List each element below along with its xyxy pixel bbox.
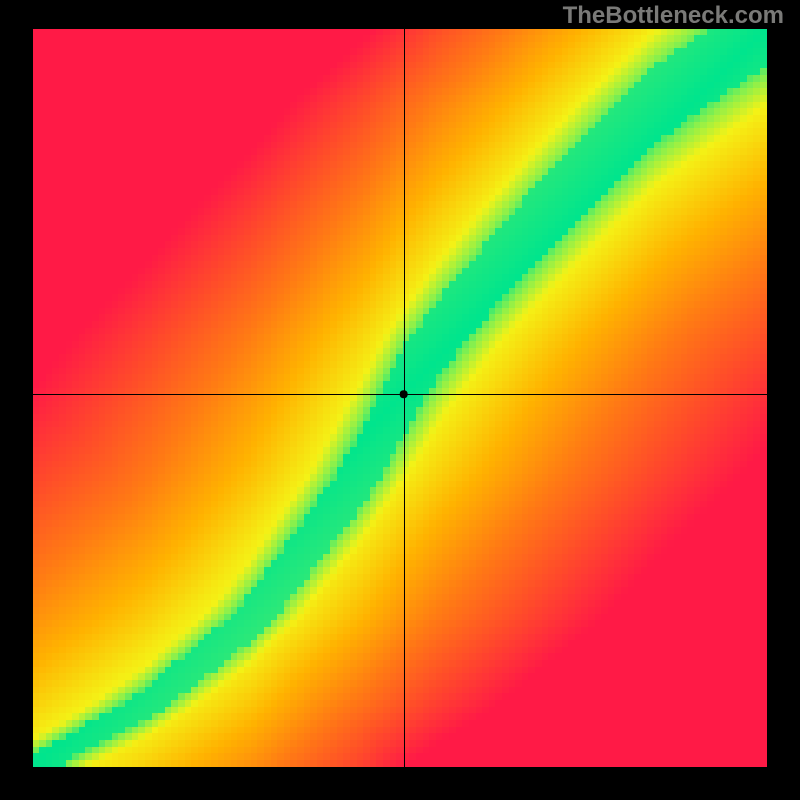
chart-container: TheBottleneck.com (0, 0, 800, 800)
watermark-text: TheBottleneck.com (563, 2, 784, 30)
bottleneck-heatmap (33, 29, 767, 767)
